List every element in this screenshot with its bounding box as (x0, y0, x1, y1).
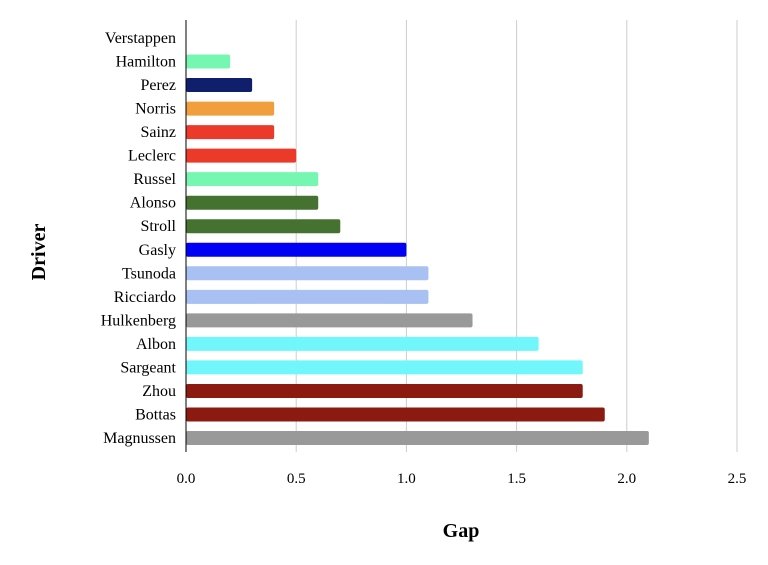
driver-label: Gasly (139, 242, 176, 259)
y-axis-title: Driver (28, 224, 50, 281)
bar (186, 336, 539, 351)
driver-label: Hulkenberg (101, 312, 176, 329)
bar (186, 431, 649, 446)
driver-label: Albon (136, 336, 176, 353)
driver-label: Norris (135, 101, 176, 118)
bar (186, 195, 319, 210)
bar (186, 313, 473, 328)
gridlines (295, 20, 738, 452)
x-tick-label: 2.5 (728, 471, 747, 487)
bar (186, 266, 429, 281)
x-tick-labels: 0.0 0.5 1.0 1.5 2.0 2.5 (177, 471, 747, 487)
x-tick-label: 1.5 (507, 471, 526, 487)
driver-label: Verstappen (105, 30, 176, 47)
driver-label: Hamilton (116, 54, 176, 71)
bar (186, 101, 275, 116)
bar (186, 172, 319, 187)
driver-label: Russel (133, 171, 176, 188)
bars (186, 54, 649, 446)
bar (186, 125, 275, 140)
driver-label: Tsunoda (122, 265, 176, 282)
x-axis-title: Gap (443, 520, 480, 542)
x-tick-label: 0.5 (287, 471, 306, 487)
x-tick-label: 1.0 (397, 471, 416, 487)
driver-label: Magnussen (103, 430, 176, 447)
x-tick-label: 2.0 (617, 471, 636, 487)
bar (186, 54, 231, 69)
driver-label: Sainz (140, 124, 176, 141)
bar (186, 289, 429, 304)
driver-label: Stroll (140, 218, 176, 235)
driver-label: Leclerc (128, 148, 176, 165)
driver-label: Zhou (142, 383, 176, 400)
x-tick-label: 0.0 (177, 471, 196, 487)
bar (186, 383, 583, 398)
driver-label: Alonso (130, 195, 176, 212)
bar (186, 360, 583, 375)
bar (186, 78, 253, 93)
driver-labels: Verstappen Hamilton Perez Norris Sainz Lecler… (101, 30, 177, 447)
driver-label: Ricciardo (114, 289, 176, 306)
bar (186, 407, 605, 422)
bar (186, 219, 341, 234)
bar (186, 148, 297, 163)
driver-label: Bottas (135, 406, 176, 423)
bar (186, 242, 407, 257)
driver-label: Perez (140, 77, 176, 94)
driver-label: Sargeant (120, 359, 176, 376)
